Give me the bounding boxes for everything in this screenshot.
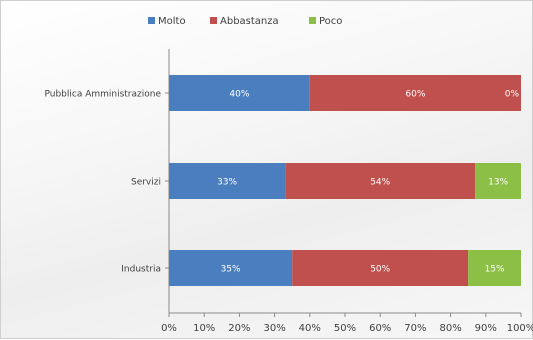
legend-swatch-2	[309, 17, 316, 24]
bar-segment-0-0	[169, 75, 310, 111]
data-label-2-0: 35%	[221, 265, 241, 275]
bar-segment-2-2	[468, 250, 521, 286]
x-tick-label-3: 30%	[263, 323, 285, 334]
x-tick-label-8: 80%	[439, 323, 461, 334]
bar-segment-2-1	[292, 250, 469, 286]
x-tick-label-9: 90%	[475, 323, 497, 334]
legend-label-1: Abbastanza	[220, 16, 279, 27]
data-label-1-1: 54%	[370, 178, 390, 188]
x-tick-label-5: 50%	[334, 323, 356, 334]
x-tick-label-1: 10%	[193, 323, 215, 334]
data-label-0-2: 0%	[505, 90, 520, 100]
x-tick-label-6: 60%	[369, 323, 391, 334]
legend-swatch-1	[210, 17, 217, 24]
data-label-1-0: 33%	[217, 178, 237, 188]
data-label-2-1: 50%	[370, 265, 390, 275]
category-label-0: Pubblica Amministrazione	[44, 90, 161, 100]
x-tick-label-0: 0%	[161, 323, 177, 334]
x-tick-label-2: 20%	[228, 323, 250, 334]
legend-label-2: Poco	[319, 16, 342, 27]
x-tick-label-10: 100%	[507, 323, 533, 334]
category-label-2: Industria	[121, 265, 161, 275]
data-label-2-2: 15%	[485, 265, 505, 275]
bar-segment-2-0	[169, 250, 293, 286]
x-tick-label-4: 40%	[299, 323, 321, 334]
bar-segment-1-1	[285, 163, 476, 199]
legend-label-0: Molto	[158, 16, 186, 27]
bar-segment-1-0	[169, 163, 286, 199]
category-label-1: Servizi	[131, 178, 161, 188]
legend-swatch-0	[148, 17, 155, 24]
data-label-0-1: 60%	[405, 90, 425, 100]
x-tick-label-7: 70%	[404, 323, 426, 334]
bar-segment-1-2	[475, 163, 521, 199]
data-label-1-2: 13%	[488, 178, 508, 188]
data-label-0-0: 40%	[229, 90, 249, 100]
bar-segment-0-1	[309, 75, 521, 111]
